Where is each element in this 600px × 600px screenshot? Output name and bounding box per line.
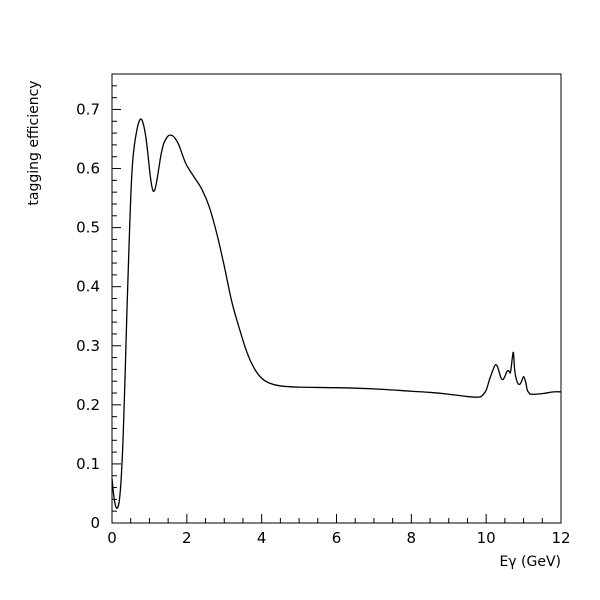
plot-frame (111, 73, 562, 524)
x-tick-label: 2 (182, 529, 192, 547)
y-tick-label: 0.4 (76, 278, 100, 296)
y-tick-label: 0 (90, 514, 100, 532)
efficiency-curve (111, 118, 562, 509)
x-tick-label: 12 (551, 529, 570, 547)
y-tick-label: 0.7 (76, 100, 100, 118)
tick-labels: 0 2 4 6 8 10 12 0 0.1 0.2 0.3 0.4 0.5 0.6 0.7 (76, 100, 570, 547)
x-tick-label: 10 (477, 529, 496, 547)
y-tick-label: 0.5 (76, 219, 100, 237)
x-tick-label: 0 (107, 529, 117, 547)
x-tick-label: 8 (407, 529, 417, 547)
y-tick-label: 0.1 (76, 455, 100, 473)
y-tick-label: 0.3 (76, 337, 100, 355)
y-axis-label: tagging efficiency (26, 80, 42, 205)
y-tick-label: 0.2 (76, 396, 100, 414)
axis-ticks (111, 73, 562, 524)
x-tick-label: 6 (332, 529, 342, 547)
x-axis-label: Eγ (GeV) (499, 554, 561, 570)
x-tick-label: 4 (257, 529, 267, 547)
y-tick-label: 0.6 (76, 160, 100, 178)
